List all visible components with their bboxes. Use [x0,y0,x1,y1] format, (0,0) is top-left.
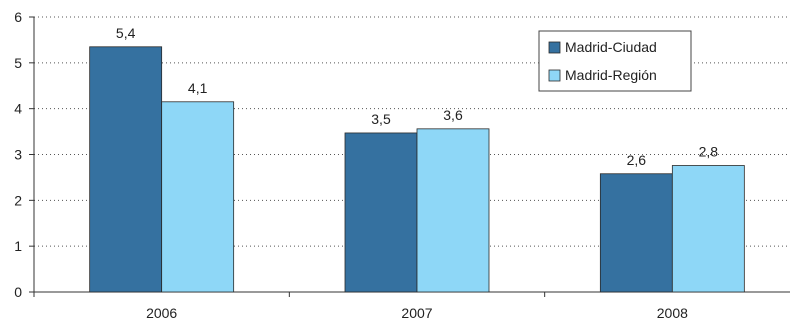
data-label-madrid-regi-n-2008: 2,8 [699,144,719,160]
data-label-madrid-ciudad-2007: 3,5 [371,111,391,127]
y-tick-label-5: 5 [14,55,22,71]
bar-madrid-ciudad-2006 [89,46,163,293]
y-tick-label-1: 1 [14,238,22,254]
bar-madrid-regi-n-2008 [671,165,745,293]
bar-madrid-regi-n-2007 [416,128,490,293]
y-tick-label-0: 0 [14,284,22,300]
legend: Madrid-Ciudad Madrid-Región [538,30,692,92]
x-category-label-2008: 2008 [657,305,688,321]
x-category-label-2007: 2007 [401,305,432,321]
y-tick-label-6: 6 [14,9,22,25]
data-label-madrid-regi-n-2006: 4,1 [188,80,208,96]
data-label-madrid-ciudad-2008: 2,6 [627,152,647,168]
legend-swatch-madrid-ciudad [548,41,561,54]
x-category-label-2006: 2006 [146,305,177,321]
data-label-madrid-regi-n-2007: 3,6 [443,107,463,123]
legend-label-madrid-ciudad: Madrid-Ciudad [565,39,657,55]
data-labels: 5,4 4,1 3,5 3,6 2,6 2,8 [116,25,718,168]
legend-swatch-madrid-region [548,69,561,82]
legend-label-madrid-region: Madrid-Región [565,67,657,83]
y-tick-label-4: 4 [14,101,22,117]
y-tick-label-2: 2 [14,192,22,208]
bar-madrid-ciudad-2007 [344,132,418,293]
bar-madrid-ciudad-2008 [599,173,673,293]
bars [89,46,745,293]
y-tick-label-3: 3 [14,147,22,163]
legend-box [538,30,692,92]
data-label-madrid-ciudad-2006: 5,4 [116,25,136,41]
bar-madrid-regi-n-2006 [161,101,235,293]
